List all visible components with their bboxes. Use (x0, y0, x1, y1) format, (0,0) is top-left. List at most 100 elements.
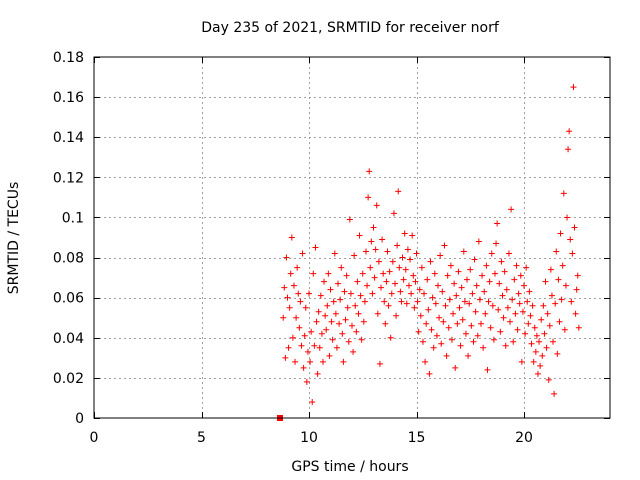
data-point (474, 332, 481, 339)
data-point (431, 270, 438, 277)
data-point (287, 270, 294, 277)
data-point (392, 280, 398, 287)
data-point (569, 250, 576, 257)
data-point (453, 292, 460, 299)
data-point (540, 302, 547, 309)
data-point (510, 338, 517, 345)
data-point (551, 390, 558, 397)
data-point (317, 292, 324, 299)
data-point (495, 306, 502, 313)
data-point (378, 284, 385, 291)
data-point (319, 358, 326, 365)
data-point (304, 348, 311, 355)
data-point (347, 290, 354, 297)
data-point (315, 308, 322, 315)
x-tick-label: 0 (90, 430, 99, 446)
data-point (414, 298, 421, 305)
data-point (451, 280, 458, 287)
data-point (486, 278, 493, 285)
data-point (424, 276, 431, 283)
data-point (296, 324, 303, 331)
data-point (402, 266, 409, 273)
data-point (311, 342, 318, 349)
data-point (295, 290, 302, 297)
data-point (351, 252, 358, 259)
data-point (321, 278, 328, 285)
data-point (427, 258, 434, 265)
data-point (518, 358, 525, 365)
data-point (435, 282, 441, 289)
data-point (361, 298, 368, 305)
data-point (538, 316, 545, 323)
plot-frame (93, 56, 611, 419)
data-point (379, 236, 386, 243)
data-point (468, 322, 475, 329)
data-point (575, 324, 582, 331)
data-point (410, 272, 417, 279)
data-point (532, 348, 539, 355)
data-point (292, 358, 299, 365)
data-point (503, 286, 510, 293)
data-point (482, 310, 489, 317)
data-point (559, 262, 566, 269)
data-point (448, 336, 455, 343)
data-point (299, 250, 306, 257)
data-point (560, 190, 567, 197)
data-point (546, 322, 553, 329)
axis-ticks (94, 57, 610, 419)
data-point (547, 266, 554, 273)
data-point (325, 270, 332, 277)
data-point (329, 336, 336, 343)
data-point (330, 298, 337, 305)
data-point (550, 338, 557, 345)
data-point (469, 290, 476, 297)
data-point (570, 84, 577, 91)
data-point (403, 300, 410, 307)
data-point (359, 270, 366, 277)
data-point (353, 328, 360, 335)
data-point (473, 282, 480, 289)
data-point (537, 362, 544, 369)
data-point (374, 310, 381, 317)
data-point (282, 354, 289, 361)
data-point (383, 278, 390, 285)
y-tick-label: 0.04 (53, 331, 84, 347)
data-point (456, 304, 463, 311)
chart-title: Day 235 of 2021, SRMTID for receiver nor… (201, 20, 500, 36)
data-point (328, 318, 335, 325)
data-point (548, 292, 555, 299)
data-point (388, 290, 395, 297)
data-point (574, 272, 581, 279)
data-point (337, 296, 344, 303)
y-tick-label: 0.06 (53, 291, 84, 307)
data-point (561, 326, 568, 333)
data-point (365, 194, 372, 201)
data-point (501, 268, 508, 275)
data-point (400, 276, 407, 283)
data-point (368, 238, 375, 245)
data-point (466, 300, 473, 307)
data-point (324, 302, 331, 309)
data-point (412, 278, 419, 285)
data-point (521, 282, 527, 289)
data-point (533, 332, 540, 339)
data-point (571, 224, 578, 231)
data-point (393, 312, 400, 319)
data-point (457, 342, 464, 349)
data-point (458, 284, 465, 291)
data-point (572, 310, 579, 317)
data-point (345, 338, 352, 345)
data-point (286, 304, 293, 311)
data-point (497, 328, 504, 335)
data-point (386, 268, 393, 275)
data-point (416, 286, 423, 293)
data-point (302, 304, 309, 311)
data-point (294, 264, 301, 271)
data-point (341, 288, 348, 295)
data-point (290, 282, 297, 289)
data-point (462, 330, 469, 337)
data-point (439, 288, 446, 295)
data-point (397, 288, 404, 295)
data-point (419, 338, 426, 345)
data-point (478, 320, 484, 327)
